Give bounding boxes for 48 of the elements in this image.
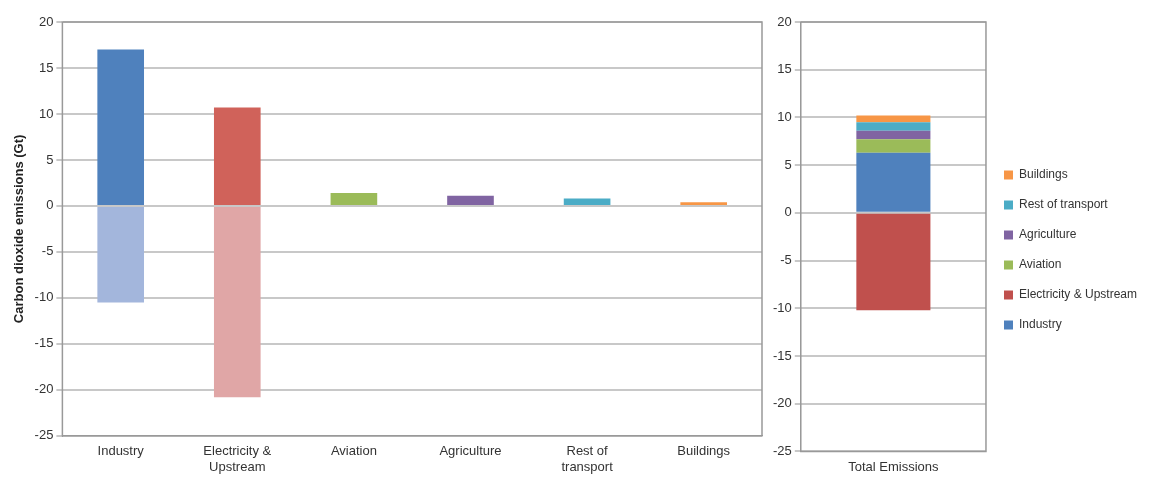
bar: [447, 195, 494, 205]
bar: [213, 206, 261, 398]
bar: [563, 198, 611, 205]
y-tick-label: -25: [34, 427, 54, 443]
x-tick-label: Aviation: [330, 443, 377, 459]
bar: [856, 152, 931, 212]
y-tick-label: 5: [46, 151, 54, 167]
bar: [856, 213, 931, 311]
y-tick-label: 5: [784, 156, 792, 172]
x-tick-label: Agriculture: [439, 443, 502, 459]
bar: [330, 193, 378, 205]
y-tick-label: 20: [38, 13, 54, 29]
y-tick-label: -25: [772, 442, 792, 458]
y-tick-label: 15: [777, 61, 792, 77]
y-tick-label: 10: [777, 109, 792, 124]
legend-label: Industry: [1018, 317, 1062, 332]
legend-label: Rest of transport: [1018, 197, 1109, 212]
legend-label: Buildings: [1018, 167, 1068, 182]
y-tick-label: -20: [772, 395, 792, 411]
bar: [856, 122, 931, 131]
bar: [856, 130, 931, 140]
bar: [213, 107, 261, 205]
bar: [856, 115, 931, 123]
x-tick-label: Electricity & Upstream: [203, 443, 272, 474]
y-tick-label: -5: [41, 243, 54, 259]
y-tick-label: -10: [772, 299, 792, 315]
y-tick-label: -20: [34, 381, 54, 397]
x-tick-label: Rest of transport: [561, 443, 614, 474]
y-axis-title: Carbon dioxide emissions (Gt): [11, 134, 27, 324]
legend-label: Aviation: [1018, 257, 1062, 272]
x-tick-label: Total Emissions: [848, 458, 940, 474]
y-tick-label: -5: [780, 252, 792, 268]
y-tick-label: 0: [46, 197, 54, 213]
bar: [680, 202, 728, 205]
legend-label: Electricity & Upstream: [1018, 287, 1138, 302]
y-tick-label: 0: [784, 204, 792, 220]
y-tick-label: 20: [777, 13, 792, 29]
y-tick-label: -15: [34, 335, 54, 351]
bar: [97, 49, 145, 205]
y-tick-label: 15: [38, 59, 54, 75]
x-tick-label: Buildings: [677, 443, 731, 459]
y-tick-label: -10: [34, 289, 54, 305]
x-tick-label: Industry: [97, 443, 145, 459]
y-tick-label: 10: [38, 105, 54, 121]
bar: [97, 206, 145, 303]
y-tick-label: -15: [772, 347, 792, 363]
legend-label: Agriculture: [1018, 227, 1077, 242]
bar: [856, 139, 931, 153]
